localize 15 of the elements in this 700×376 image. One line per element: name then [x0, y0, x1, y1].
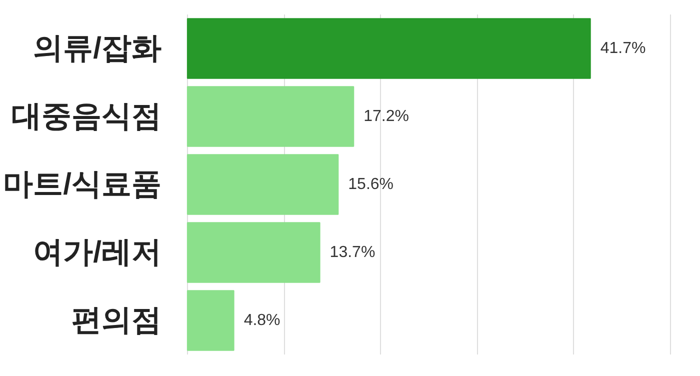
y-tick-label: 의류/잡화 [33, 32, 162, 65]
y-tick-label: 대중음식점 [12, 100, 162, 133]
data-label: 4.8% [244, 312, 280, 329]
bar [186, 18, 591, 79]
bar [186, 86, 354, 147]
y-tick-label: 마트/식료품 [3, 168, 162, 201]
data-label: 17.2% [364, 108, 410, 125]
data-label: 41.7% [600, 40, 646, 57]
bar [186, 290, 234, 351]
data-label: 15.6% [348, 176, 394, 193]
bar [186, 222, 320, 283]
y-tick-label: 편의점 [72, 304, 162, 337]
bar [186, 154, 339, 215]
data-label: 13.7% [330, 244, 376, 261]
y-tick-label: 여가/레저 [33, 236, 162, 269]
